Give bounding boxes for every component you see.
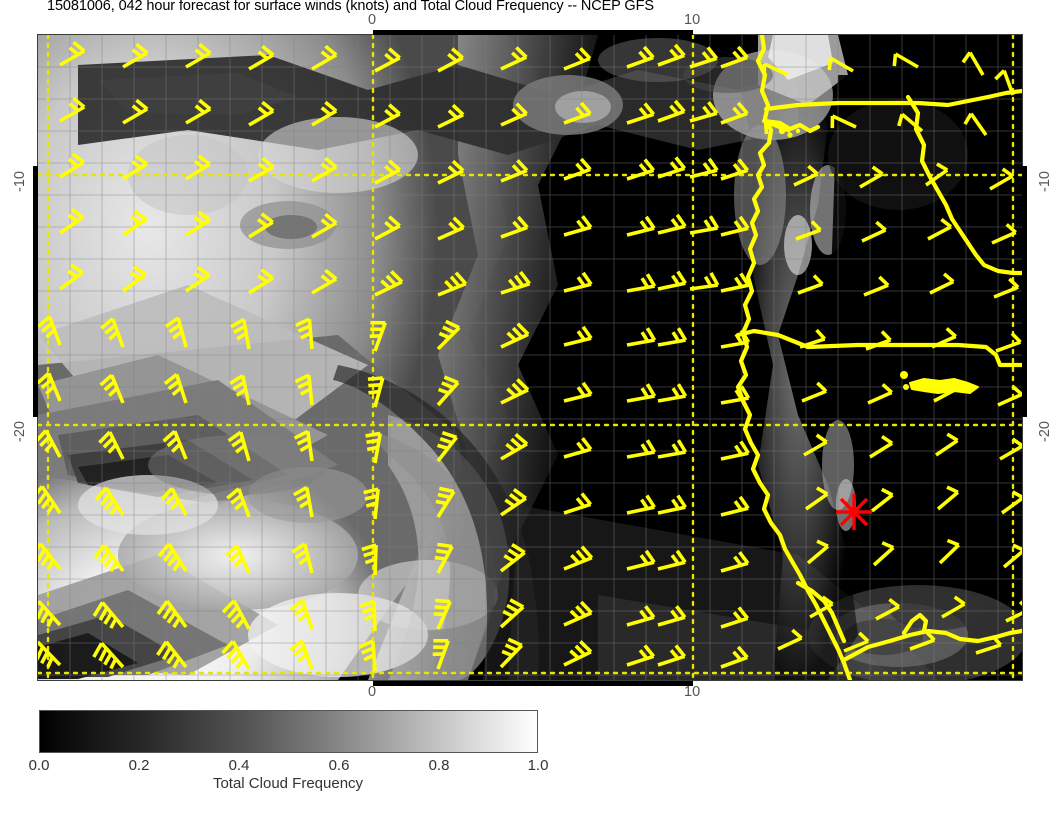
border-west-segment: [735, 328, 811, 350]
colorbar-tick-2: 0.4: [228, 757, 250, 774]
tickbar-top: [373, 30, 693, 35]
colorbar-tick-5: 1.0: [527, 757, 549, 774]
ytick-left-m10: -10: [12, 171, 28, 192]
tickbar-bottom: [373, 681, 693, 686]
ytick-right-m20: -20: [1037, 421, 1053, 442]
map-plot-area[interactable]: [38, 35, 1022, 680]
ytick-left-m20: -20: [12, 421, 28, 442]
coastline-borders: [735, 35, 1022, 680]
map-major-gridlines: [38, 35, 1022, 680]
colorbar-tick-0: 0.0: [28, 757, 50, 774]
xtick-bottom-0: 0: [368, 684, 377, 700]
border-angola-namibia: [841, 628, 1022, 663]
border-drc-angola-north: [763, 88, 1022, 112]
page-title: 15081006, 042 hour forecast for surface …: [47, 0, 654, 14]
xtick-top-0: 0: [368, 12, 377, 28]
colorbar: [39, 710, 538, 753]
map-minor-gridlines: [38, 35, 1022, 680]
tickbar-left: [33, 166, 38, 417]
xtick-top-10: 10: [684, 12, 701, 28]
station-marker[interactable]: [38, 35, 1022, 680]
cloud-frequency-field: [38, 35, 1022, 680]
border-angola-drc-east: [905, 94, 1022, 276]
colorbar-tick-4: 0.8: [428, 757, 450, 774]
coastline-atlantic: [735, 35, 853, 680]
colorbar-label: Total Cloud Frequency: [212, 775, 364, 792]
river-congo-mouth: [761, 118, 821, 134]
border-kink: [901, 612, 929, 636]
lake-feature: [909, 378, 979, 394]
colorbar-tick-3: 0.6: [328, 757, 350, 774]
colorbar-tick-1: 0.2: [128, 757, 150, 774]
colorbar-gradient: [39, 710, 538, 753]
tickbar-right: [1022, 166, 1027, 417]
ytick-right-m10: -10: [1037, 171, 1053, 192]
xtick-bottom-10: 10: [684, 684, 701, 700]
